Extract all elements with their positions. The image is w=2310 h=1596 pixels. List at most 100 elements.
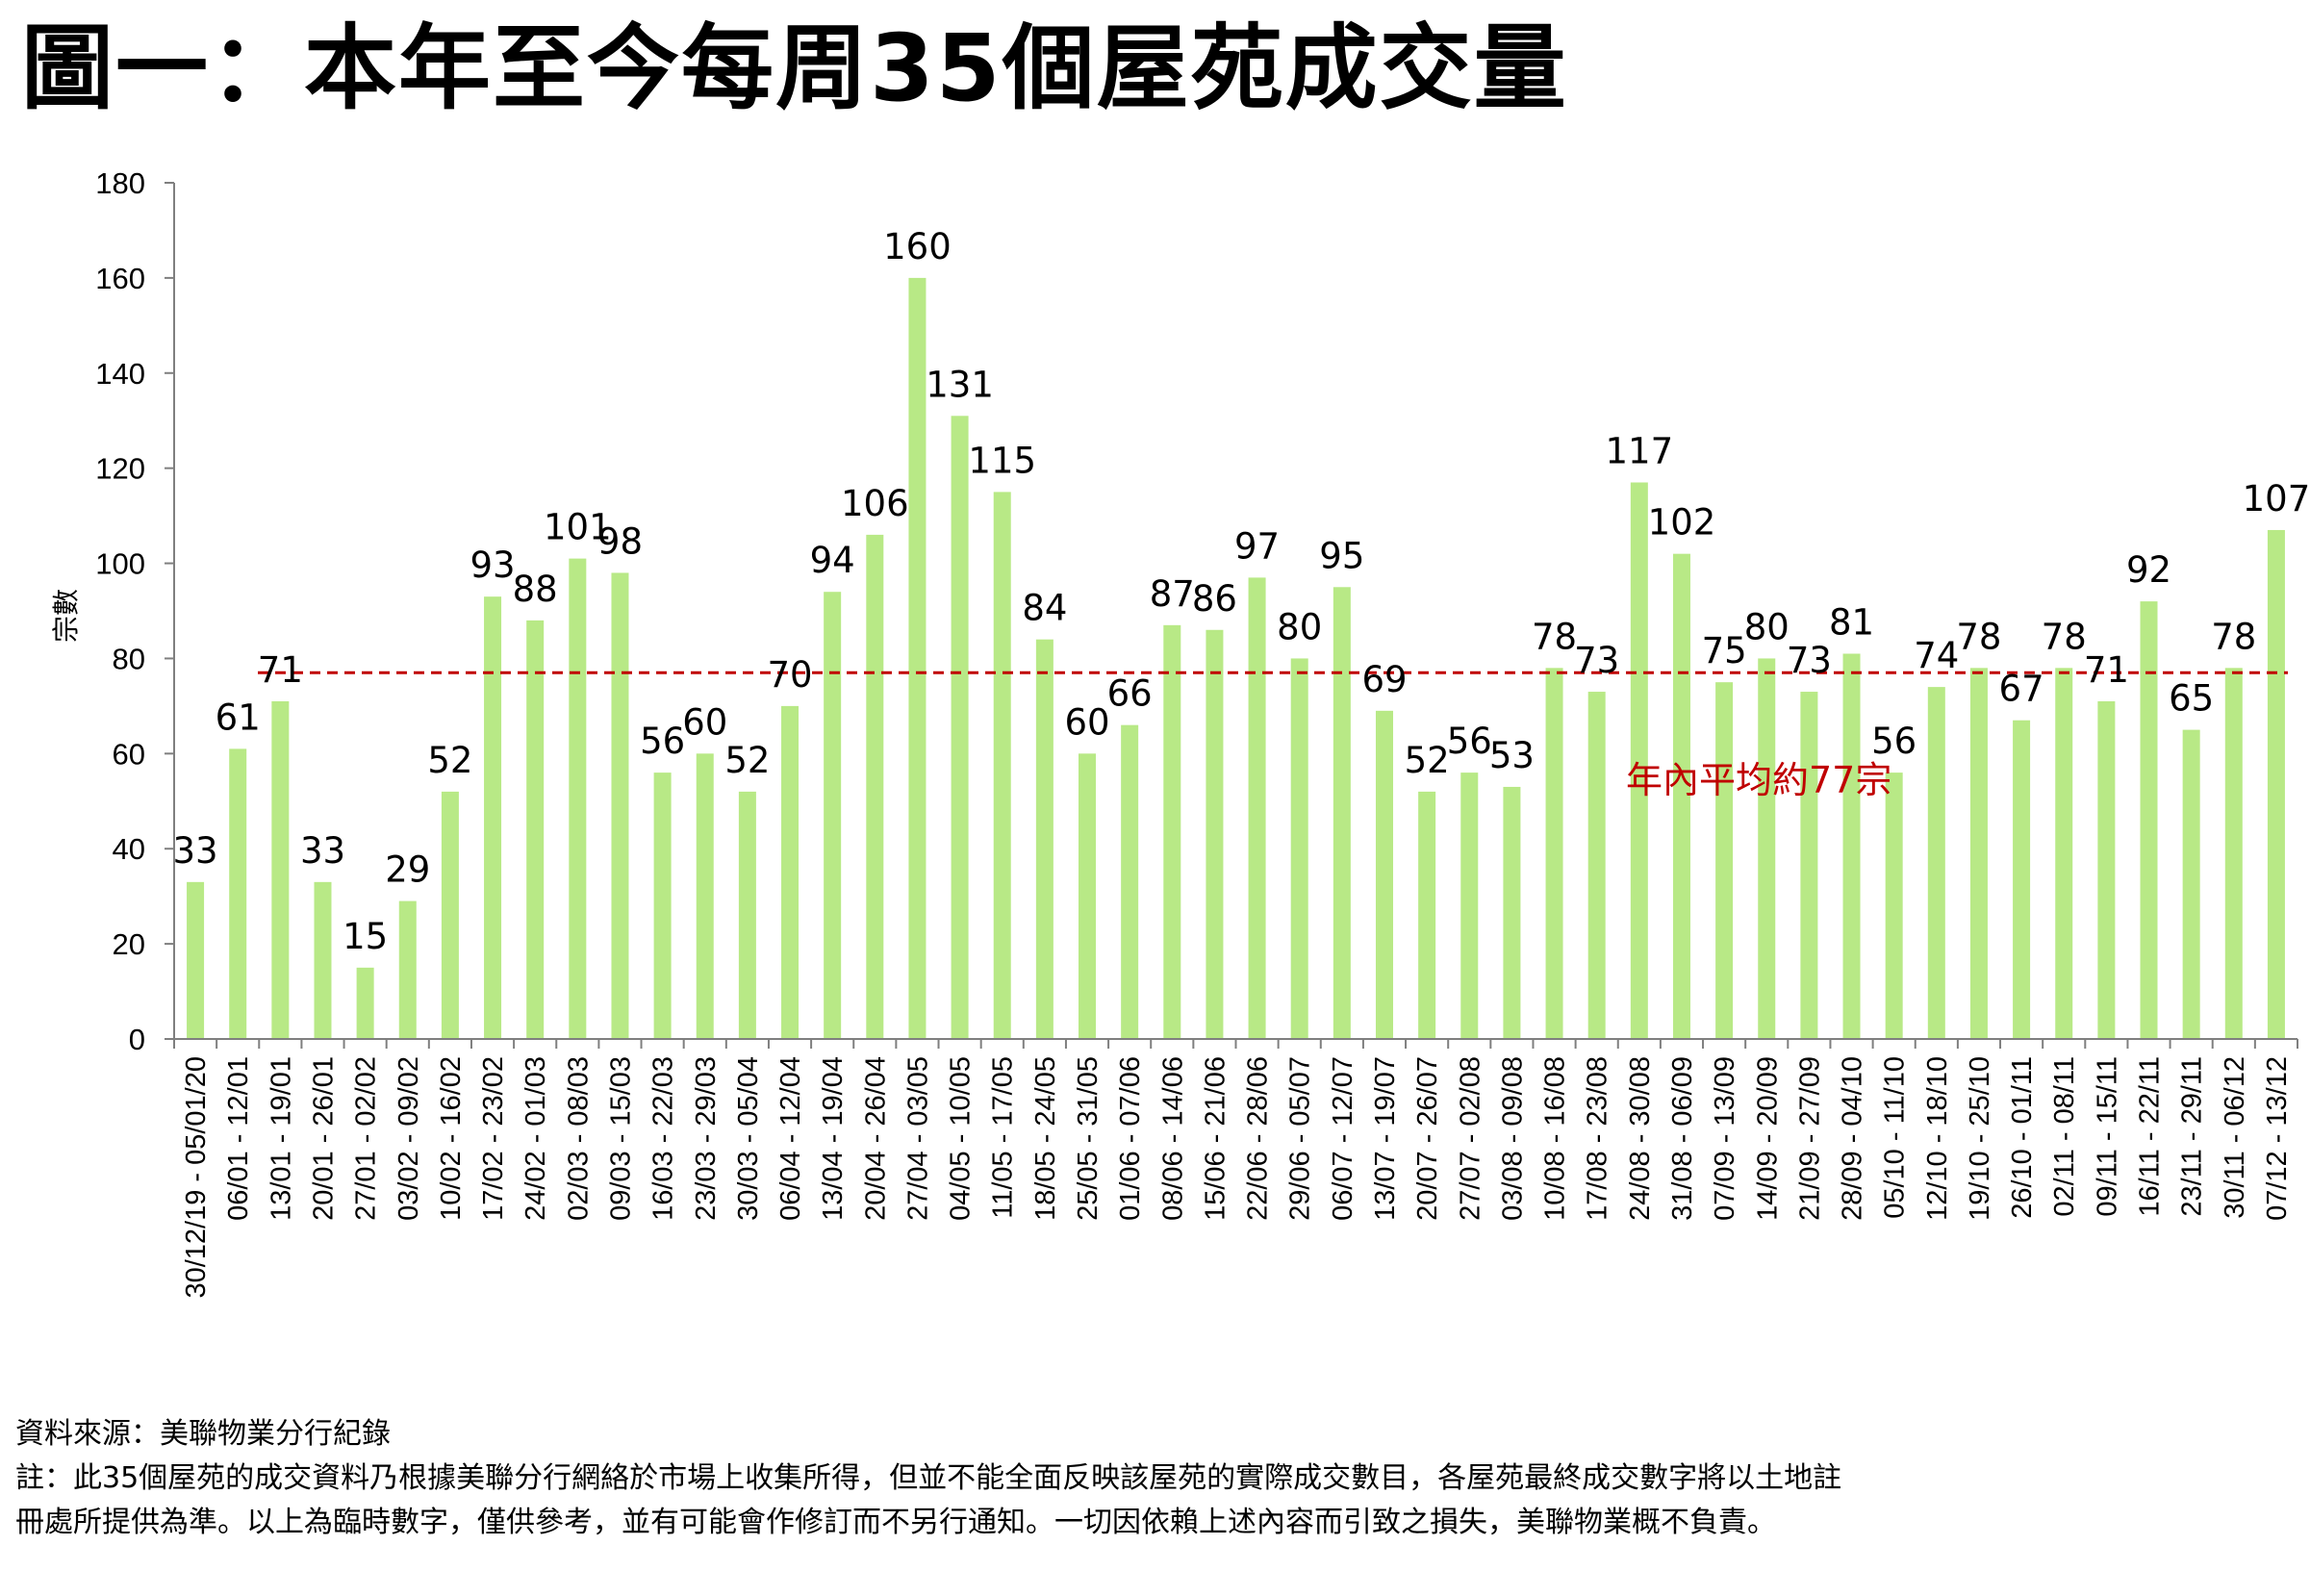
bar	[1035, 639, 1053, 1039]
bar-value-label: 95	[1319, 535, 1364, 576]
bar-value-label: 80	[1277, 606, 1322, 647]
x-category-label: 16/03 - 22/03	[648, 1056, 679, 1221]
bar-value-label: 73	[1574, 640, 1619, 681]
weekly-transactions-bar-chart: 0 20 40 60 80 100 120 140 160 180 33 61 71 33 15 29 52 9…	[50, 166, 2310, 1299]
y-tick-label: 60	[113, 737, 145, 771]
bar-value-label: 87	[1150, 573, 1195, 615]
bar	[1545, 668, 1563, 1039]
bar-value-label: 81	[1829, 602, 1874, 644]
bar	[1630, 482, 1648, 1039]
bar	[1079, 753, 1097, 1039]
bar-value-label: 65	[2169, 678, 2214, 720]
bar-value-label: 56	[640, 721, 685, 762]
x-category-label: 02/11 - 08/11	[2049, 1056, 2080, 1217]
bar-value-label: 86	[1192, 578, 1237, 620]
bar-value-label: 66	[1107, 673, 1153, 715]
bar-value-label: 52	[1405, 740, 1450, 781]
bar	[271, 700, 290, 1039]
bar	[1927, 687, 1945, 1039]
bar-value-label: 93	[470, 545, 516, 586]
y-tick-label: 20	[113, 927, 145, 961]
bar-value-label: 92	[2126, 549, 2171, 591]
y-tick-label: 140	[95, 357, 145, 391]
bar	[1333, 587, 1351, 1039]
bar	[1248, 577, 1266, 1039]
bar	[1969, 668, 1988, 1039]
x-category-label: 10/02 - 16/02	[436, 1056, 467, 1221]
x-category-label: 20/01 - 26/01	[308, 1056, 339, 1221]
y-tick-label: 160	[95, 262, 145, 295]
bar	[356, 967, 374, 1039]
y-tick-label: 0	[129, 1023, 145, 1056]
x-category-label: 27/07 - 02/08	[1455, 1056, 1485, 1221]
x-category-label: 25/05 - 31/05	[1073, 1056, 1104, 1221]
bar-value-label: 80	[1744, 606, 1790, 647]
x-axis: 30/12/19 - 05/01/20 06/01 - 12/01 13/01 - …	[173, 1038, 2298, 1299]
x-category-label: 04/05 - 10/05	[946, 1056, 977, 1221]
y-tick-label: 80	[113, 642, 145, 675]
bar-value-label: 52	[724, 740, 770, 781]
bar	[1842, 653, 1861, 1039]
bar-value-label: 88	[513, 569, 558, 610]
bar-value-label: 97	[1234, 525, 1280, 567]
x-category-label: 17/02 - 23/02	[478, 1056, 509, 1221]
x-category-label: 19/10 - 25/10	[1965, 1056, 1995, 1221]
x-category-label: 08/06 - 14/06	[1157, 1056, 1188, 1221]
bar	[908, 277, 927, 1039]
x-category-label: 13/04 - 19/04	[818, 1056, 849, 1221]
bar-value-label: 117	[1606, 431, 1674, 472]
disclaimer-line-1: 註：此35個屋苑的成交資料乃根據美聯分行網絡於市場上收集所得，但並不能全面反映該…	[15, 1461, 1842, 1495]
bar	[484, 596, 502, 1039]
footer-notes: 資料來源：美聯物業分行紀錄 註：此35個屋苑的成交資料乃根據美聯分行網絡於市場上…	[15, 1412, 1841, 1545]
x-category-label: 06/07 - 12/07	[1328, 1056, 1358, 1221]
x-category-label: 13/01 - 19/01	[266, 1056, 296, 1221]
x-category-label: 16/11 - 22/11	[2135, 1056, 2166, 1217]
bar	[1290, 658, 1308, 1039]
bar-value-label: 56	[1871, 721, 1917, 762]
bar	[866, 534, 884, 1039]
bar-value-label: 53	[1489, 735, 1535, 776]
x-category-label: 21/09 - 27/09	[1794, 1056, 1825, 1221]
x-category-label: 14/09 - 20/09	[1752, 1056, 1783, 1221]
x-category-label: 18/05 - 24/05	[1030, 1056, 1061, 1221]
bar	[1460, 773, 1479, 1039]
bar	[1715, 682, 1734, 1039]
x-category-label: 22/06 - 28/06	[1243, 1056, 1274, 1221]
bar-value-label: 74	[1914, 635, 1959, 676]
x-category-label: 24/02 - 01/03	[520, 1056, 551, 1221]
y-axis: 0 20 40 60 80 100 120 140 160 180	[95, 166, 175, 1056]
bar-value-label: 71	[258, 649, 303, 691]
bar	[398, 900, 417, 1039]
bar	[1121, 724, 1139, 1039]
bar-value-label: 160	[883, 226, 952, 267]
x-category-label: 06/01 - 12/01	[223, 1056, 254, 1221]
y-axis-title: 宗數	[50, 589, 82, 643]
bar	[229, 748, 247, 1039]
bar-value-label: 73	[1787, 640, 1832, 681]
bar	[2140, 601, 2158, 1039]
bar-value-label: 33	[300, 830, 345, 872]
disclaimer-line-2: 冊處所提供為準。以上為臨時數字，僅供參考，並有可能會作修訂而不另行通知。一切因依…	[15, 1506, 1776, 1539]
bar-value-label: 67	[1999, 669, 2044, 710]
source-note: 資料來源：美聯物業分行紀錄	[15, 1417, 391, 1451]
bar-value-label: 60	[682, 701, 727, 743]
bar-value-label: 61	[216, 697, 261, 738]
bar-value-label: 94	[810, 540, 855, 581]
x-category-label: 29/06 - 05/07	[1285, 1056, 1316, 1221]
x-category-label: 30/11 - 06/12	[2220, 1056, 2250, 1219]
data-labels: 3361713315295293881019856605270941061601…	[173, 226, 2310, 957]
bar-value-label: 98	[597, 520, 643, 562]
x-category-label: 05/10 - 11/10	[1880, 1056, 1911, 1219]
bar	[1503, 786, 1521, 1039]
bar-value-label: 107	[2243, 478, 2310, 519]
bar-value-label: 52	[427, 740, 472, 781]
page-title: 圖一：本年至今每周35個屋苑成交量	[21, 14, 1568, 122]
y-tick-label: 120	[95, 452, 145, 486]
bar	[993, 492, 1011, 1039]
bar-value-label: 60	[1064, 701, 1109, 743]
bar-value-label: 75	[1702, 630, 1747, 671]
bar	[696, 753, 714, 1039]
y-tick-label: 180	[95, 166, 145, 200]
x-category-label: 02/03 - 08/03	[563, 1056, 594, 1221]
x-category-label: 17/08 - 23/08	[1583, 1056, 1613, 1221]
